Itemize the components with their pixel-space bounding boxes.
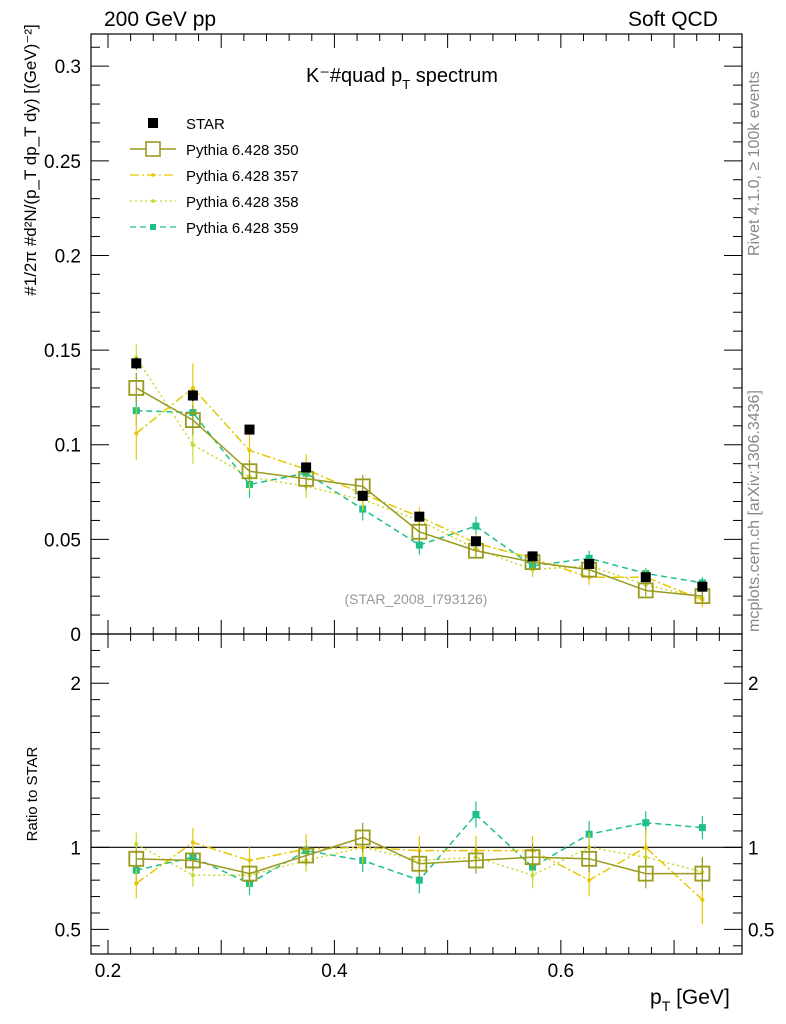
series-2-point <box>530 873 535 878</box>
ratio-tick-label-right: 2 <box>748 674 759 695</box>
series-0-point <box>184 412 201 429</box>
legend-358-label: Pythia 6.428 358 <box>186 194 299 211</box>
ratio-plot-frame <box>90 633 743 955</box>
series-2-point <box>190 442 195 447</box>
header-process-label: 200 GeV pp <box>104 8 217 31</box>
legend-357-marker <box>151 173 155 177</box>
star-data-point <box>470 536 481 547</box>
series-3-point <box>415 541 423 549</box>
x-tick-label: 0.2 <box>95 961 121 982</box>
upper-series-layer <box>128 344 711 608</box>
series-0-point <box>524 849 541 866</box>
series-3-point <box>642 819 650 827</box>
analysis-watermark: (STAR_2008_I793126) <box>345 591 488 607</box>
series-0-point <box>354 829 371 846</box>
y-tick-label: 0.1 <box>55 436 81 457</box>
legend-entry-357: Pythia 6.428 357 <box>130 168 299 185</box>
series-0-point <box>128 380 145 396</box>
x-tick-label: 0.4 <box>321 961 348 982</box>
legend-358-marker <box>151 199 155 203</box>
ratio-series-layer <box>91 801 742 925</box>
star-data-point <box>301 462 312 473</box>
star-data-point <box>357 490 368 501</box>
ratio-tick-label: 0.5 <box>55 920 81 941</box>
x-tick-label: 0.6 <box>548 961 574 982</box>
star-data-point <box>527 551 538 562</box>
series-1-point <box>700 897 705 902</box>
series-3-line <box>136 409 703 584</box>
axis-ticks <box>91 34 742 954</box>
legend-350-label: Pythia 6.428 350 <box>186 142 299 159</box>
tick-labels: 0.2 0.4 0.6 0 0.05 0.1 0.15 0.2 0.25 0.3 0.5 0.5 1 1 2… <box>44 57 774 982</box>
star-data-point <box>414 511 425 522</box>
star-data-point <box>584 558 595 569</box>
ratio-tick-label-right: 1 <box>748 838 759 859</box>
legend-star-label: STAR <box>186 116 225 133</box>
series-0-point <box>298 847 315 864</box>
star-data-point <box>697 581 708 592</box>
ratio-axis-label: Ratio to STAR <box>24 746 41 841</box>
series-1-point <box>190 385 195 390</box>
series-1-point <box>134 881 139 886</box>
star-data-point <box>131 358 142 369</box>
series-1-point <box>247 858 252 863</box>
series-0-point <box>637 582 654 599</box>
legend-entry-star: STAR <box>148 116 225 133</box>
series-0-point <box>128 850 145 867</box>
legend: STAR Pythia 6.428 350 Pythia 6.428 357 P… <box>130 116 299 237</box>
legend-entry-359: Pythia 6.428 359 <box>130 220 299 237</box>
legend-star-marker <box>148 118 158 128</box>
series-0-point <box>241 463 258 480</box>
series-1-point <box>134 431 139 436</box>
series-3-point <box>585 554 593 562</box>
series-0-point <box>411 523 428 540</box>
series-0-point <box>411 855 428 872</box>
ratio-tick-label-right: 0.5 <box>748 920 774 941</box>
series-0-point <box>184 852 201 869</box>
y-tick-label: 0.25 <box>44 152 81 173</box>
ratio-tick-label: 2 <box>70 674 81 695</box>
series-2-point <box>134 842 139 847</box>
series-1-point <box>643 845 648 850</box>
y-axis-label: #1/2π #d²N/(p_T dp_T dy) [(GeV)⁻²] <box>21 24 40 295</box>
star-data-point <box>187 390 198 401</box>
y-tick-label: 0.2 <box>55 246 81 267</box>
legend-350-marker <box>145 141 161 157</box>
series-3-point <box>698 824 706 832</box>
series-2-point <box>190 873 195 878</box>
header-category-label: Soft QCD <box>628 8 718 31</box>
star-data-point <box>640 572 651 583</box>
y-tick-label: 0.05 <box>44 530 81 551</box>
series-3-point <box>472 522 480 530</box>
legend-357-label: Pythia 6.428 357 <box>186 168 299 185</box>
y-tick-label: 0.15 <box>44 341 81 362</box>
legend-359-label: Pythia 6.428 359 <box>186 220 299 237</box>
y-tick-label: 0 <box>70 625 81 646</box>
series-1-line <box>135 841 703 901</box>
series-0-point <box>694 865 711 882</box>
series-1-point <box>587 878 592 883</box>
series-3-point <box>415 876 423 884</box>
ratio-tick-label: 1 <box>70 838 81 859</box>
series-0-point <box>468 852 484 869</box>
legend-entry-350: Pythia 6.428 350 <box>130 141 299 159</box>
legend-359-marker <box>150 224 156 230</box>
series-0-point <box>581 850 598 867</box>
chart-title: K⁻#quad pT spectrum <box>306 65 498 92</box>
y-tick-label: 0.3 <box>55 57 81 78</box>
star-data-point <box>244 424 255 435</box>
legend-entry-358: Pythia 6.428 358 <box>130 194 299 211</box>
series-1-point <box>247 448 252 453</box>
series-1-point <box>190 840 195 845</box>
series-2-line <box>135 357 703 599</box>
series-0-point <box>241 865 258 882</box>
series-3-point <box>472 811 480 819</box>
series-0-point <box>637 865 654 882</box>
series-1-line <box>135 386 703 601</box>
x-axis-label: pT [GeV] <box>650 986 730 1014</box>
